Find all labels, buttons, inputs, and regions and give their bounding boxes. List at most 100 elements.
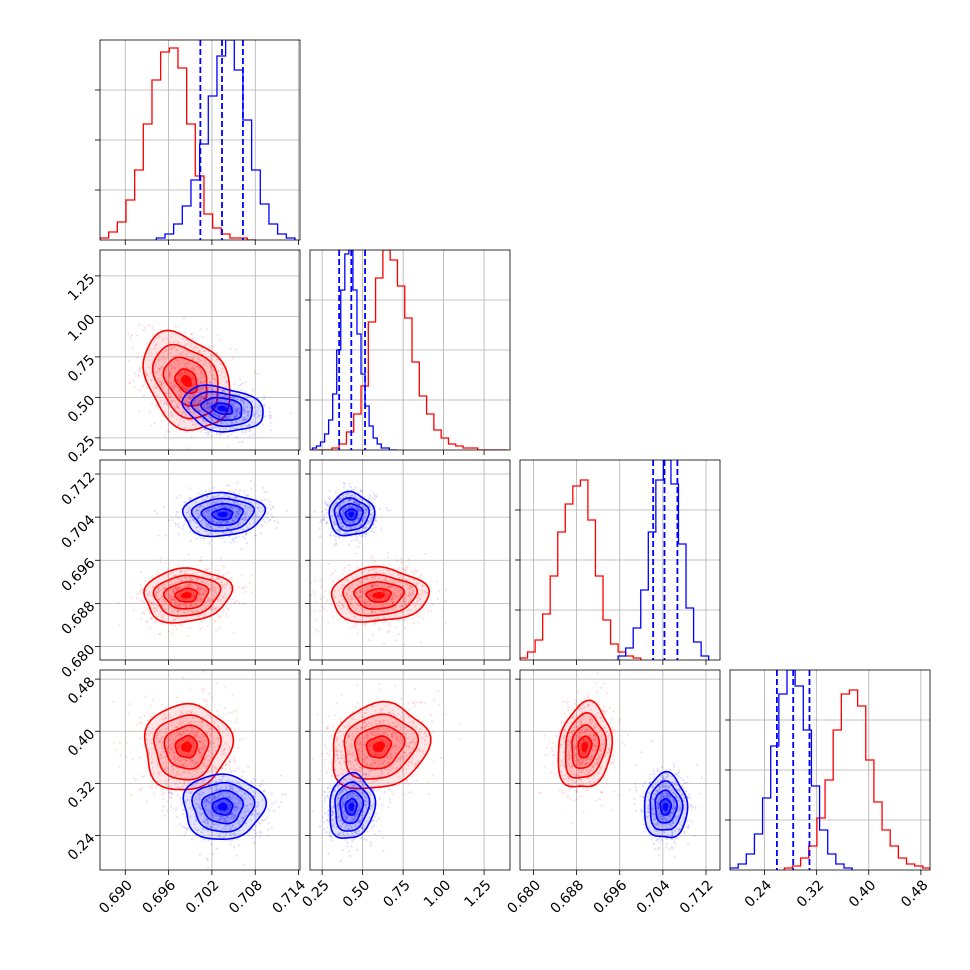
sample-point <box>201 375 205 378</box>
sample-point <box>220 564 224 567</box>
sample-point <box>231 711 234 714</box>
sample-point <box>372 531 375 534</box>
sample-point <box>196 380 199 383</box>
sample-point <box>172 574 175 577</box>
sample-point <box>325 508 328 511</box>
sample-point <box>173 387 176 390</box>
sample-point <box>268 406 271 410</box>
sample-point <box>333 544 336 547</box>
sample-point <box>233 516 236 519</box>
sample-point <box>247 412 250 415</box>
sample-point <box>166 574 169 577</box>
sample-point <box>404 604 407 607</box>
sample-point <box>160 600 163 603</box>
sample-point <box>417 583 420 586</box>
sample-point <box>157 605 160 608</box>
sample-point <box>208 381 211 385</box>
sample-point <box>236 408 239 411</box>
sample-point <box>224 415 227 418</box>
sample-point <box>134 779 137 782</box>
sample-point <box>411 589 414 592</box>
sample-point <box>228 407 231 410</box>
sample-point <box>266 511 269 515</box>
sample-point <box>139 590 142 593</box>
sample-point <box>175 589 178 592</box>
sample-point <box>183 501 186 504</box>
sample-point <box>391 602 395 606</box>
sample-point <box>230 506 233 509</box>
sample-point <box>205 388 208 391</box>
sample-point <box>198 590 201 593</box>
sample-point <box>248 429 251 433</box>
sample-point <box>197 357 200 360</box>
sample-point <box>215 521 218 524</box>
sample-point <box>159 589 162 592</box>
sample-point <box>184 411 187 414</box>
sample-point <box>212 502 215 505</box>
sample-point <box>191 376 194 379</box>
sample-point <box>196 401 199 404</box>
sample-point <box>166 430 170 433</box>
sample-point <box>179 396 182 400</box>
sample-point <box>189 579 192 582</box>
sample-point <box>368 603 371 606</box>
sample-point <box>183 611 186 615</box>
sample-point <box>185 338 188 341</box>
sample-point <box>419 604 422 607</box>
sample-point <box>221 390 224 393</box>
sample-point <box>218 400 221 403</box>
sample-point <box>370 583 373 586</box>
sample-point <box>186 511 189 514</box>
sample-point <box>185 403 188 406</box>
sample-point <box>152 586 155 589</box>
sample-point <box>190 435 193 438</box>
sample-point <box>336 618 339 621</box>
contour-line-2 <box>190 497 256 532</box>
sample-point <box>247 424 251 427</box>
sample-point <box>150 424 153 427</box>
sample-point <box>194 346 197 349</box>
sample-point <box>215 393 218 396</box>
sample-point <box>218 578 221 581</box>
sample-point <box>176 609 179 612</box>
sample-point <box>247 415 250 418</box>
sample-point <box>404 627 407 630</box>
sample-point <box>228 505 231 509</box>
sample-point <box>204 605 208 608</box>
sample-point <box>234 496 237 499</box>
sample-point <box>379 599 382 602</box>
sample-point <box>166 404 169 407</box>
sample-point <box>412 589 415 592</box>
sample-point <box>200 396 203 399</box>
sample-point <box>207 583 210 586</box>
sample-point <box>225 421 228 425</box>
sample-point <box>235 412 238 415</box>
sample-point <box>383 617 386 620</box>
sample-point <box>220 411 223 414</box>
sample-point <box>214 501 217 504</box>
sample-point <box>149 617 152 620</box>
sample-point <box>209 353 212 357</box>
sample-point <box>225 584 228 587</box>
sample-point <box>238 411 242 414</box>
sample-point <box>186 343 189 346</box>
sample-point <box>242 586 245 590</box>
sample-point <box>189 515 192 518</box>
sample-point <box>199 399 202 402</box>
sample-point <box>248 434 251 437</box>
sample-point <box>374 610 377 613</box>
sample-point <box>189 367 192 370</box>
sample-point <box>357 596 360 599</box>
sample-point <box>169 376 172 379</box>
sample-point <box>243 489 246 492</box>
sample-point <box>388 615 392 618</box>
sample-point <box>238 440 241 443</box>
sample-point <box>152 602 155 605</box>
sample-point <box>141 600 144 603</box>
sample-point <box>238 412 241 415</box>
sample-point <box>176 404 179 407</box>
sample-point <box>208 597 211 600</box>
sample-point <box>164 434 167 437</box>
sample-point <box>237 522 240 525</box>
sample-point <box>321 605 324 608</box>
